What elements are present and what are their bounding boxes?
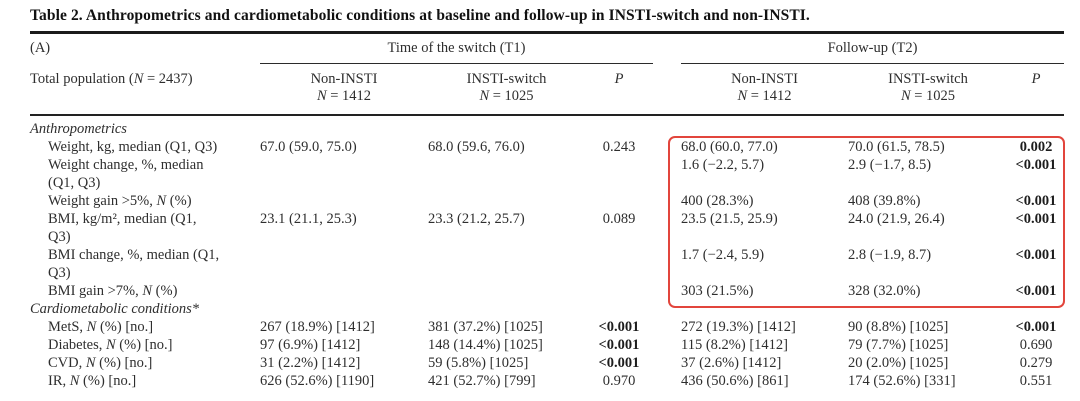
cell-t1-non-insti: 97 (6.9%) [1412] — [260, 337, 361, 353]
cell-t2-insti-switch: 70.0 (61.5, 78.5) — [848, 139, 945, 155]
cell-t1-insti-switch: 23.3 (21.2, 25.7) — [428, 211, 525, 227]
cell-t2-p: <0.001 — [1015, 211, 1057, 227]
cell-t2-p: <0.001 — [1015, 193, 1057, 209]
cell-t2-non-insti: 1.7 (−2.4, 5.9) — [681, 247, 765, 263]
cell-t2-insti-switch: 20 (2.0%) [1025] — [848, 355, 949, 371]
cell-t2-non-insti: 37 (2.6%) [1412] — [681, 355, 782, 371]
cell-t2-non-insti: 400 (28.3%) — [681, 193, 754, 209]
row-label: Cardiometabolic conditions* — [30, 301, 200, 317]
cell-t1-insti-switch: 59 (5.8%) [1025] — [428, 355, 529, 371]
cell-t1-non-insti: 267 (18.9%) [1412] — [260, 319, 375, 335]
cell-t2-insti-switch: 174 (52.6%) [331] — [848, 373, 956, 389]
colhead-t2-p: P — [1031, 71, 1041, 87]
colhead-t1-non-insti: Non-INSTI N = 1412 — [310, 71, 378, 104]
table-row: Weight gain >5%, N (%) 400 (28.3%) 408 (… — [30, 192, 1064, 210]
row-label: BMI gain >7%, N (%) — [48, 283, 178, 299]
row-label: Anthropometrics — [30, 121, 127, 137]
group-header-t1: Time of the switch (T1) — [260, 40, 653, 64]
cell-t2-p: 0.551 — [1019, 373, 1053, 389]
colhead-t1-p: P — [614, 71, 624, 87]
table-row: BMI change, %, median (Q1, Q3) 1.7 (−2.4,… — [30, 246, 1064, 282]
row-label: BMI change, %, median (Q1, Q3) — [48, 247, 220, 281]
table-row: IR, N (%) [no.] 626 (52.6%) [1190] 421 (… — [30, 372, 1064, 390]
cell-t2-p: <0.001 — [1015, 283, 1057, 299]
cell-t1-p: <0.001 — [598, 355, 640, 371]
cell-t2-insti-switch: 79 (7.7%) [1025] — [848, 337, 949, 353]
colhead-t2-non-insti: Non-INSTI N = 1412 — [731, 71, 798, 104]
cell-t1-p: 0.243 — [602, 139, 636, 155]
row-label: Weight gain >5%, N (%) — [48, 193, 192, 209]
header-rule — [30, 114, 1064, 116]
cell-t2-non-insti: 1.6 (−2.2, 5.7) — [681, 157, 765, 173]
group-header-row: (A) Time of the switch (T1) Follow-up (T… — [30, 40, 1064, 64]
colhead-t1-insti-switch: INSTI-switch N = 1025 — [466, 71, 547, 104]
table-row: Weight, kg, median (Q1, Q3) 67.0 (59.0, … — [30, 138, 1064, 156]
row-label: Weight, kg, median (Q1, Q3) — [48, 139, 218, 155]
row-label: BMI, kg/m², median (Q1, Q3) — [48, 211, 197, 245]
row-label: IR, N (%) [no.] — [48, 373, 137, 389]
cell-t1-insti-switch: 381 (37.2%) [1025] — [428, 319, 543, 335]
cell-t1-non-insti: 67.0 (59.0, 75.0) — [260, 139, 357, 155]
cell-t2-non-insti: 115 (8.2%) [1412] — [681, 337, 788, 353]
top-rule — [30, 31, 1064, 34]
cell-t2-insti-switch: 90 (8.8%) [1025] — [848, 319, 949, 335]
cell-t1-p: 0.970 — [602, 373, 636, 389]
table-row: Weight change, %, median (Q1, Q3) 1.6 (−2… — [30, 156, 1064, 192]
cell-t2-p: 0.690 — [1019, 337, 1053, 353]
cell-t2-insti-switch: 2.9 (−1.7, 8.5) — [848, 157, 932, 173]
colhead-t2-insti-switch: INSTI-switch N = 1025 — [888, 71, 968, 104]
cell-t2-non-insti: 303 (21.5%) — [681, 283, 754, 299]
cell-t1-p: <0.001 — [598, 337, 640, 353]
row-label: CVD, N (%) [no.] — [48, 355, 153, 371]
cell-t1-non-insti: 31 (2.2%) [1412] — [260, 355, 361, 371]
cell-t2-non-insti: 68.0 (60.0, 77.0) — [681, 139, 778, 155]
panel-label: (A) — [30, 40, 51, 56]
table-row: Diabetes, N (%) [no.] 97 (6.9%) [1412] 1… — [30, 336, 1064, 354]
cell-t2-insti-switch: 408 (39.8%) — [848, 193, 921, 209]
table-row: MetS, N (%) [no.] 267 (18.9%) [1412] 381… — [30, 318, 1064, 336]
table-row: Anthropometrics — [30, 120, 1064, 138]
cell-t2-p: 0.279 — [1019, 355, 1053, 371]
table-row: BMI, kg/m², median (Q1, Q3) 23.1 (21.1, 2… — [30, 210, 1064, 246]
table-row: BMI gain >7%, N (%) 303 (21.5%) 328 (32.… — [30, 282, 1064, 300]
cell-t1-p: <0.001 — [598, 319, 640, 335]
colhead-total-population: Total population (N = 2437) — [30, 71, 193, 87]
cell-t2-p: <0.001 — [1015, 157, 1057, 173]
cell-t2-p: <0.001 — [1015, 319, 1057, 335]
table-row: CVD, N (%) [no.] 31 (2.2%) [1412] 59 (5.… — [30, 354, 1064, 372]
table-row: Cardiometabolic conditions* — [30, 300, 1064, 318]
cell-t1-p: 0.089 — [602, 211, 636, 227]
cell-t1-insti-switch: 68.0 (59.6, 76.0) — [428, 139, 525, 155]
row-label: Weight change, %, median (Q1, Q3) — [48, 157, 204, 191]
cell-t1-insti-switch: 421 (52.7%) [799] — [428, 373, 536, 389]
cell-t2-insti-switch: 24.0 (21.9, 26.4) — [848, 211, 945, 227]
cell-t2-non-insti: 23.5 (21.5, 25.9) — [681, 211, 778, 227]
cell-t2-p: <0.001 — [1015, 247, 1057, 263]
column-header-row: Total population (N = 2437) Non-INSTI N =… — [30, 71, 1064, 105]
group-header-t2: Follow-up (T2) — [681, 40, 1064, 64]
cell-t1-insti-switch: 148 (14.4%) [1025] — [428, 337, 543, 353]
cell-t1-non-insti: 23.1 (21.1, 25.3) — [260, 211, 357, 227]
row-label: Diabetes, N (%) [no.] — [48, 337, 173, 353]
cell-t2-non-insti: 436 (50.6%) [861] — [681, 373, 789, 389]
table-body: Anthropometrics Weight, kg, median (Q1, … — [0, 120, 1080, 390]
cell-t2-insti-switch: 328 (32.0%) — [848, 283, 921, 299]
table-title: Table 2. Anthropometrics and cardiometab… — [30, 7, 810, 24]
row-label: MetS, N (%) [no.] — [48, 319, 154, 335]
cell-t1-non-insti: 626 (52.6%) [1190] — [260, 373, 375, 389]
cell-t2-non-insti: 272 (19.3%) [1412] — [681, 319, 796, 335]
cell-t2-p: 0.002 — [1019, 139, 1053, 155]
cell-t2-insti-switch: 2.8 (−1.9, 8.7) — [848, 247, 932, 263]
